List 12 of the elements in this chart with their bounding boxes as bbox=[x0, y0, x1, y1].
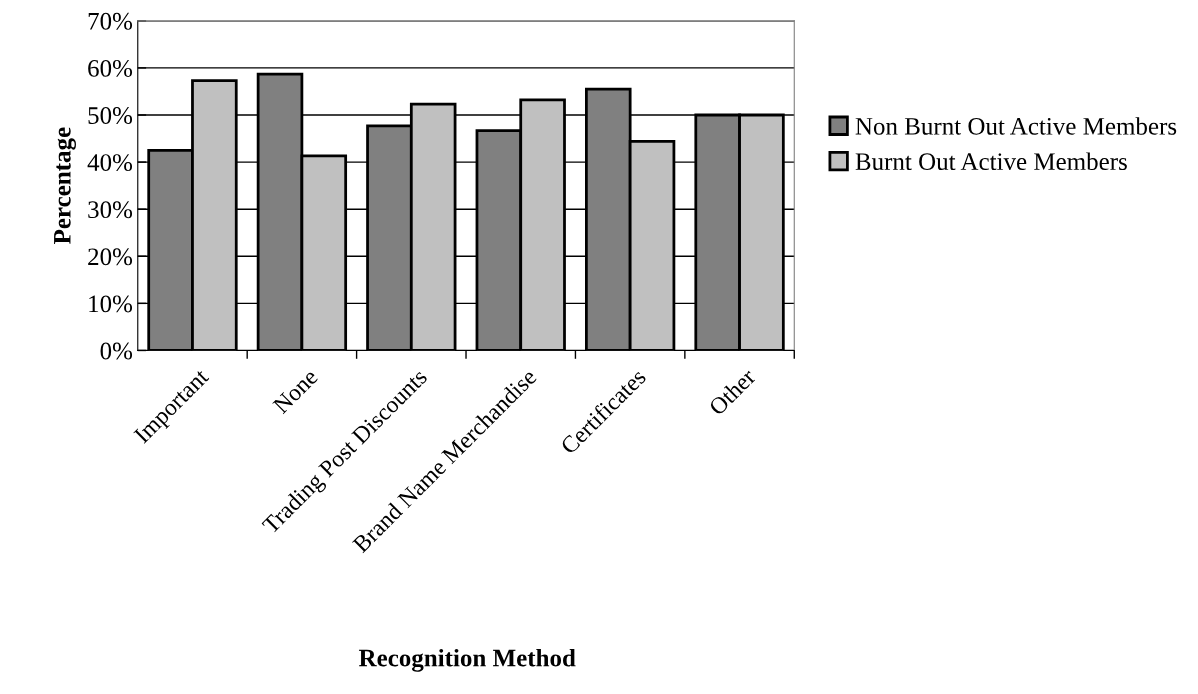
y-tick-label: 20% bbox=[88, 248, 133, 266]
y-tick-label: 60% bbox=[88, 59, 133, 77]
legend-label: Burnt Out Active Members bbox=[855, 152, 1127, 171]
y-tick-label: 0% bbox=[100, 342, 133, 360]
y-tick-label: 30% bbox=[88, 201, 133, 219]
y-axis-title: Percentage bbox=[54, 127, 76, 244]
legend-label: Non Burnt Out Active Members bbox=[855, 117, 1177, 135]
y-tick-label: 70% bbox=[88, 12, 133, 30]
y-tick-label: 40% bbox=[87, 154, 133, 172]
x-axis-title: Recognition Method bbox=[358, 648, 576, 672]
y-tick-label: 50% bbox=[88, 107, 133, 125]
y-tick-label: 10% bbox=[89, 295, 133, 313]
